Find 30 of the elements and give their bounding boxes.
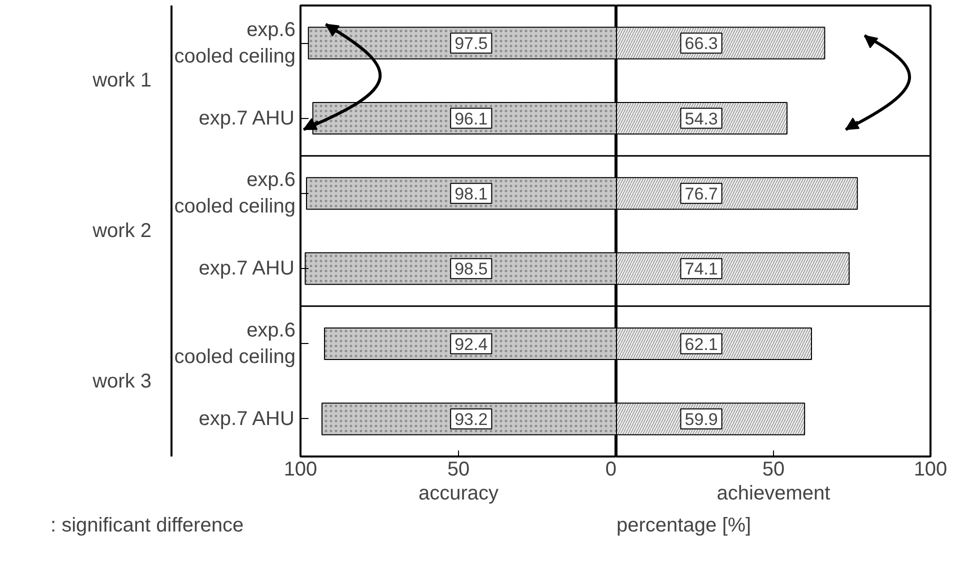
x-axis-title: accuracy	[418, 482, 499, 504]
y-tick-label: exp.6 cooled ceiling	[174, 18, 296, 68]
text: work 3	[92, 370, 152, 392]
x-tick-label: 100	[914, 458, 948, 480]
data-label: 98.5	[454, 260, 488, 279]
data-label: 96.1	[454, 109, 488, 128]
x-tick-label: 50	[447, 458, 470, 480]
y-tick-label: exp.6 cooled ceiling	[174, 320, 296, 368]
data-label: 66.3	[684, 34, 718, 54]
data-label: 54.3	[684, 109, 718, 128]
text: work 1	[92, 70, 152, 92]
data-label: 74.1	[684, 260, 718, 279]
data-label: 62.1	[684, 334, 718, 354]
data-label: 92.4	[454, 334, 488, 354]
data-label: 93.2	[454, 410, 488, 429]
x-axis-title: achievement	[716, 482, 831, 504]
data-label: 97.5	[454, 34, 488, 54]
y-tick-label: exp.7 AHU	[198, 258, 294, 280]
y-tick-label: exp.7 AHU	[198, 107, 294, 130]
y-tick-label: exp.7 AHU	[198, 408, 294, 430]
x-tick-label: 0	[605, 458, 616, 480]
text: : significant difference	[50, 514, 244, 536]
data-label: 76.7	[684, 184, 718, 204]
text: percentage [%]	[616, 514, 752, 536]
data-label: 59.9	[684, 410, 718, 429]
x-tick-label: 100	[284, 458, 318, 480]
x-tick-label: 50	[762, 458, 785, 480]
data-label: 98.1	[454, 184, 488, 204]
text: work 2	[92, 220, 152, 242]
y-tick-label: exp.6 cooled ceiling	[174, 169, 296, 218]
